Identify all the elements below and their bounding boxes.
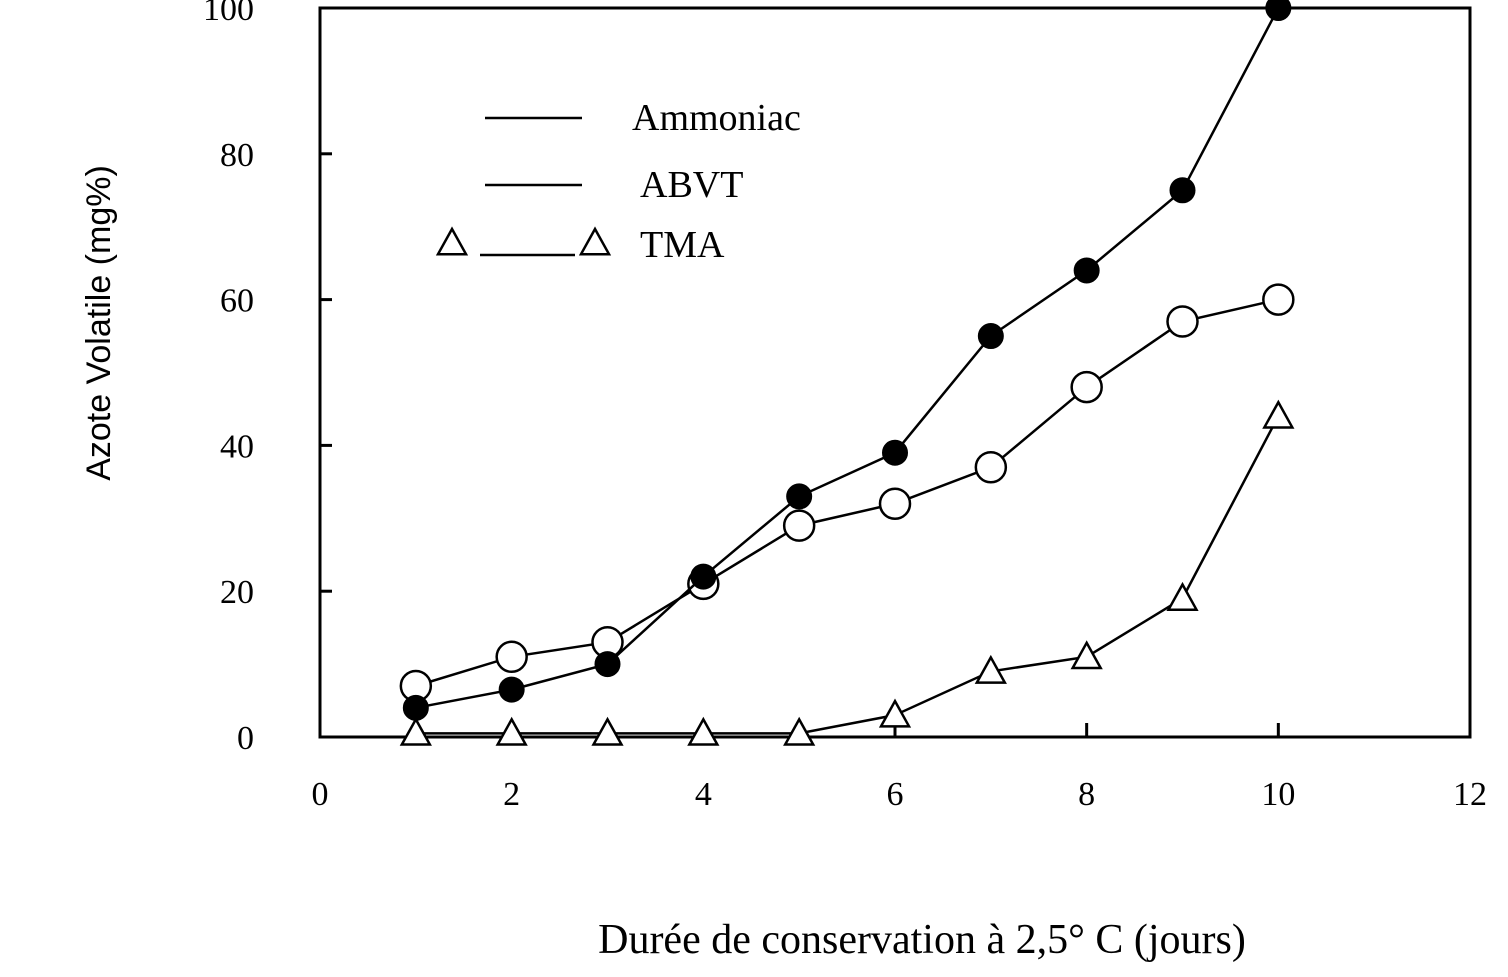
y-tick-label: 20 <box>220 574 254 611</box>
legend-marker <box>578 226 612 256</box>
y-tick-label: 0 <box>237 720 254 757</box>
x-tick-label: 12 <box>1453 776 1487 813</box>
series-tma <box>399 399 1295 746</box>
data-point <box>1169 177 1196 204</box>
series-abvt <box>402 0 1292 721</box>
y-tick-label: 40 <box>220 428 254 465</box>
data-point <box>882 439 908 466</box>
axes: 0 20 40 60 80 100 0 2 4 6 8 10 12 <box>203 0 1487 813</box>
x-tick-label: 10 <box>1261 776 1295 813</box>
data-point <box>1166 305 1199 338</box>
data-point <box>591 716 624 746</box>
data-point <box>974 451 1008 484</box>
legend-label: ABVT <box>640 164 743 206</box>
x-tick-label: 0 <box>312 776 329 813</box>
data-point <box>495 716 528 746</box>
legend-marker <box>435 226 469 256</box>
legend-item: Ammoniac <box>485 97 801 139</box>
data-point <box>974 654 1007 684</box>
data-point <box>1166 581 1199 611</box>
legend-item: ABVT <box>485 164 743 206</box>
data-point <box>495 640 528 674</box>
data-point <box>399 716 432 746</box>
data-point <box>977 323 1004 350</box>
x-tick-label: 6 <box>887 776 904 813</box>
x-tick-label: 4 <box>695 776 712 813</box>
series-ammoniac <box>399 283 1295 703</box>
data-point <box>1262 283 1295 316</box>
data-point <box>783 716 816 746</box>
data-point <box>1265 0 1292 21</box>
series-line <box>415 415 1280 735</box>
data-point <box>690 563 717 590</box>
data-point <box>878 698 912 728</box>
data-point <box>1073 257 1100 284</box>
x-axis-label: Durée de conservation à 2,5° C (jours) <box>598 917 1246 963</box>
y-tick-label: 80 <box>220 137 254 174</box>
x-tick-label: 2 <box>503 776 520 813</box>
series-line <box>415 7 1280 710</box>
series-lines <box>399 0 1295 746</box>
y-axis-label: Azote Volatile (mg%) <box>80 165 118 481</box>
data-point <box>1262 399 1295 429</box>
data-point <box>786 483 813 510</box>
series-line <box>415 298 1279 688</box>
data-point <box>782 509 816 542</box>
data-point <box>878 487 912 520</box>
legend-label: Ammoniac <box>632 97 801 139</box>
data-point <box>687 716 720 746</box>
data-point <box>1070 370 1103 404</box>
y-tick-label: 60 <box>220 283 254 320</box>
data-point <box>594 651 621 678</box>
data-point <box>1070 640 1103 670</box>
data-point <box>498 676 525 703</box>
legend: Ammoniac ABVT TMA <box>435 97 801 266</box>
legend-item: TMA <box>435 224 725 266</box>
x-tick-label: 8 <box>1078 776 1095 813</box>
y-tick-label: 100 <box>203 0 254 28</box>
data-point <box>402 694 429 721</box>
legend-label: TMA <box>640 224 725 266</box>
